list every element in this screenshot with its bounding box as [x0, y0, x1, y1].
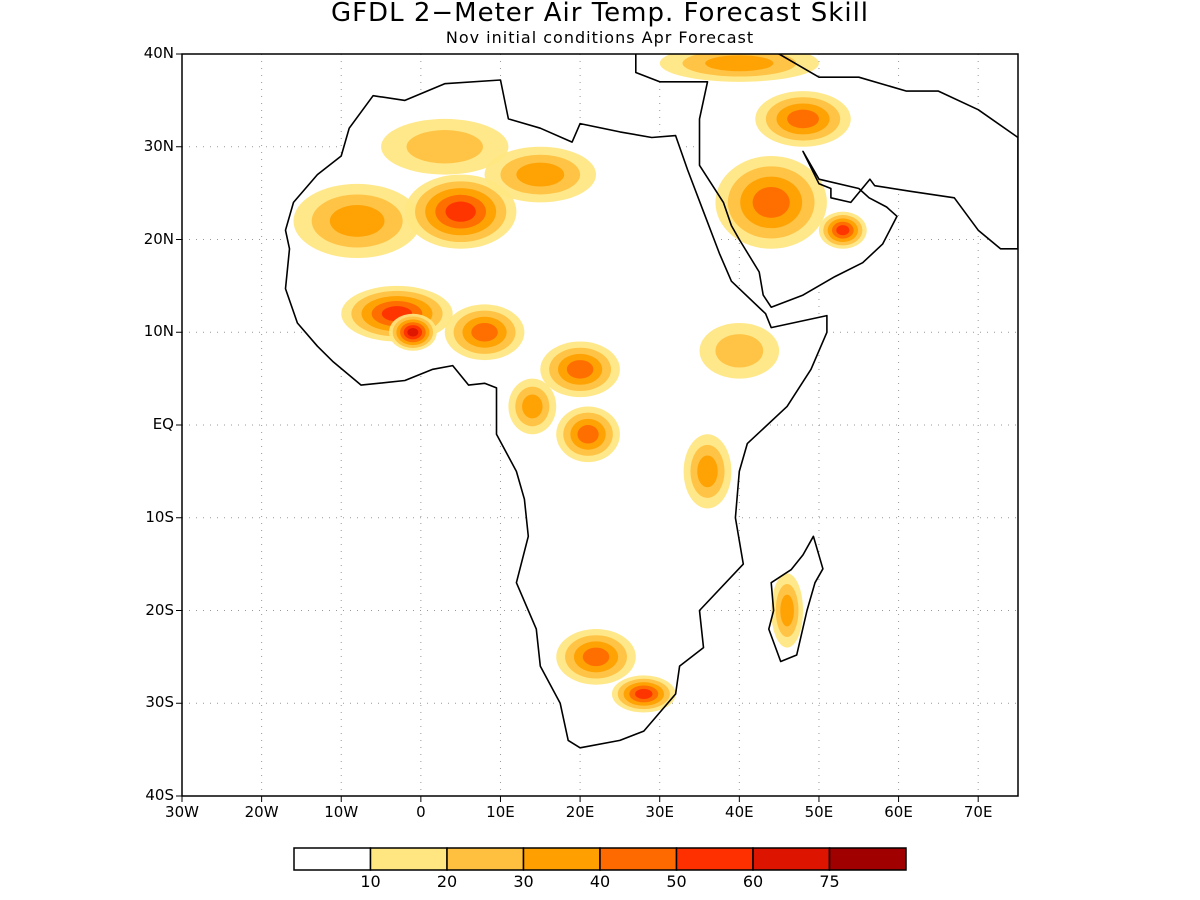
colorbar-label: 60 [742, 872, 764, 891]
colorbar-label: 10 [360, 872, 381, 891]
lat-tick-label: 10S [145, 507, 174, 526]
colorbar [293, 847, 907, 871]
skill-contour [329, 205, 385, 237]
madagascar-coastline [767, 535, 824, 663]
lon-tick-label: 20W [244, 803, 279, 821]
skill-region-sahara-central [404, 174, 517, 249]
skill-region-madagascar [771, 573, 804, 648]
plot-frame [181, 53, 1019, 797]
skill-contour [522, 394, 543, 419]
lat-tick-label: 20S [145, 600, 174, 619]
lon-tick-label: 60E [884, 803, 913, 821]
lat-tick-label: 10N [143, 322, 174, 341]
lon-tick-label: 10W [324, 803, 359, 821]
skill-region-oman [818, 211, 867, 249]
colorbar-label: 40 [589, 872, 611, 891]
skill-contour [836, 225, 850, 236]
lat-tick-label: 40N [143, 44, 174, 62]
lon-tick-label: 20E [565, 803, 595, 821]
skill-contour [705, 55, 774, 72]
skill-region-south-africa [611, 675, 676, 713]
skill-contour [445, 201, 476, 222]
skill-contour [471, 322, 498, 342]
lat-tick-label: 20N [143, 229, 174, 248]
colorbar-swatch [752, 847, 831, 871]
skill-region-east-africa [683, 434, 732, 509]
skill-region-turkey [659, 54, 819, 82]
skill-contour [787, 109, 819, 129]
skill-region-iraq-iran [755, 91, 851, 147]
skill-shading [293, 54, 867, 713]
skill-contour [752, 186, 790, 218]
lat-tick-label: EQ [152, 415, 174, 433]
colorbar-swatch [522, 847, 601, 871]
lat-tick-label: 30N [143, 136, 174, 155]
skill-region-sahara-west [293, 183, 421, 259]
skill-region-gabon-congo [508, 378, 557, 435]
colorbar-swatch [446, 847, 525, 871]
colorbar-swatch [293, 847, 372, 871]
skill-contour [780, 594, 794, 627]
colorbar-label: 20 [436, 872, 458, 891]
colorbar-label: 75 [819, 872, 840, 891]
axis-ticks [176, 53, 979, 802]
lon-tick-label: 40E [725, 803, 754, 821]
colorbar-swatch [599, 847, 678, 871]
skill-region-namibia-botswana [556, 629, 636, 685]
skill-region-nigeria [444, 304, 525, 361]
coastline [284, 54, 1018, 749]
colorbar-swatch [369, 847, 448, 871]
lon-tick-label: 30W [165, 803, 199, 821]
skill-region-chad-car [540, 341, 620, 398]
skill-contour [715, 334, 764, 368]
skill-region-ethiopia [699, 322, 780, 379]
map-subtitle: Nov initial conditions Apr Forecast [445, 28, 755, 47]
lon-tick-label: 70E [963, 803, 993, 821]
skill-contour [577, 425, 599, 444]
skill-contour [407, 327, 419, 337]
skill-contour [697, 455, 718, 488]
africa-coastline [284, 79, 828, 749]
lon-tick-label: 0 [416, 803, 426, 821]
skill-contour [566, 360, 594, 379]
skill-region-sahara-north [381, 118, 509, 175]
skill-region-ghana [389, 313, 437, 351]
lon-tick-label: 30E [645, 803, 674, 821]
lat-tick-label: 30S [145, 693, 174, 712]
skill-region-drc [556, 406, 620, 463]
lon-tick-label: 50E [804, 803, 834, 821]
colorbar-swatch [675, 847, 754, 871]
skill-contour [582, 647, 610, 667]
lon-tick-label: 10E [486, 803, 515, 821]
skill-region-saudi [715, 156, 827, 249]
map-title: GFDL 2−Meter Air Temp. Forecast Skill [330, 0, 870, 28]
arabia-coastline [634, 54, 1018, 309]
lat-tick-label: 40S [145, 786, 174, 804]
skill-contour [516, 162, 565, 187]
colorbar-swatch [828, 847, 907, 871]
colorbar-label: 30 [513, 872, 534, 891]
skill-contour [406, 130, 483, 164]
skill-region-libya [484, 146, 597, 203]
africa-landmass [285, 80, 827, 748]
skill-contour [635, 688, 653, 700]
colorbar-label: 50 [666, 872, 687, 891]
